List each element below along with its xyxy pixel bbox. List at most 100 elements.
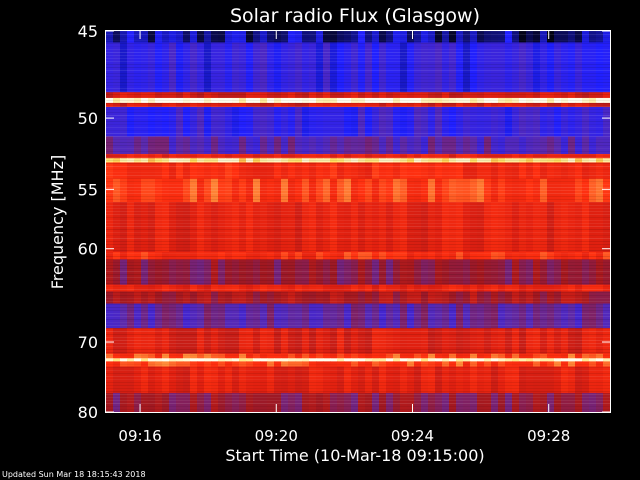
- heatmap-cell: [197, 284, 205, 292]
- heatmap-cell: [127, 102, 135, 108]
- heatmap-cell: [148, 102, 156, 108]
- heatmap-cell: [183, 92, 191, 99]
- heatmap-cell: [512, 284, 520, 292]
- heatmap-cell: [568, 291, 576, 304]
- heatmap-cell: [211, 303, 219, 329]
- heatmap-cell: [491, 158, 499, 163]
- heatmap-cell: [204, 361, 212, 367]
- texture-line: [106, 142, 610, 143]
- texture-line: [106, 46, 610, 47]
- heatmap-cell: [428, 162, 436, 180]
- heatmap-cell: [120, 97, 128, 104]
- heatmap-cell: [603, 102, 611, 108]
- heatmap-cell: [421, 162, 429, 180]
- heatmap-cell: [519, 303, 527, 329]
- heatmap-cell: [526, 259, 534, 286]
- heatmap-cell: [260, 361, 268, 367]
- heatmap-cell: [554, 92, 562, 99]
- heatmap-cell: [232, 361, 240, 367]
- heatmap-cell: [561, 162, 569, 180]
- heatmap-cell: [197, 366, 205, 394]
- heatmap-cell: [211, 136, 219, 155]
- heatmap-cell: [197, 361, 205, 367]
- heatmap-cell: [141, 392, 149, 413]
- heatmap-cell: [316, 328, 324, 355]
- heatmap-cell: [204, 178, 212, 203]
- heatmap-cell: [568, 106, 576, 137]
- heatmap-cell: [141, 291, 149, 304]
- heatmap-cell: [435, 102, 443, 108]
- heatmap-cell: [505, 251, 513, 260]
- heatmap-cell: [169, 162, 177, 180]
- heatmap-cell: [330, 92, 338, 99]
- heatmap-cell: [505, 358, 513, 362]
- texture-line: [106, 166, 610, 167]
- heatmap-cell: [414, 153, 422, 159]
- heatmap-cell: [162, 284, 170, 292]
- texture-line: [106, 361, 610, 362]
- heatmap-cell: [456, 158, 464, 163]
- heatmap-cell: [134, 102, 142, 108]
- heatmap-cell: [547, 202, 555, 253]
- heatmap-cell: [330, 284, 338, 292]
- heatmap-cell: [491, 361, 499, 367]
- heatmap-cell: [519, 92, 527, 99]
- texture-line: [106, 265, 610, 266]
- heatmap-cell: [113, 303, 121, 329]
- heatmap-cell: [155, 202, 163, 253]
- texture-line: [106, 367, 610, 368]
- heatmap-cell: [442, 162, 450, 180]
- heatmap-cell: [260, 303, 268, 329]
- heatmap-cell: [533, 92, 541, 99]
- heatmap-cell: [435, 392, 443, 413]
- heatmap-cell: [302, 328, 310, 355]
- heatmap-cell: [603, 92, 611, 99]
- heatmap-cell: [288, 178, 296, 203]
- heatmap-cell: [519, 136, 527, 155]
- heatmap-cell: [162, 102, 170, 108]
- heatmap-cell: [134, 178, 142, 203]
- heatmap-cell: [512, 251, 520, 260]
- texture-line: [106, 271, 610, 272]
- heatmap-cell: [267, 353, 275, 359]
- heatmap-cell: [358, 251, 366, 260]
- heatmap-cell: [568, 158, 576, 163]
- heatmap-cell: [435, 202, 443, 253]
- heatmap-cell: [358, 202, 366, 253]
- heatmap-cell: [372, 392, 380, 413]
- heatmap-cell: [225, 251, 233, 260]
- heatmap-cell: [281, 366, 289, 394]
- heatmap-cell: [589, 162, 597, 180]
- heatmap-cell: [372, 353, 380, 359]
- texture-line: [106, 184, 610, 185]
- heatmap-cell: [561, 361, 569, 367]
- heatmap-cell: [323, 31, 331, 43]
- heatmap-cell: [379, 251, 387, 260]
- heatmap-cell: [295, 353, 303, 359]
- heatmap-cell: [386, 42, 394, 93]
- heatmap-cell: [505, 92, 513, 99]
- heatmap-cell: [218, 259, 226, 286]
- heatmap-cell: [141, 353, 149, 359]
- heatmap-cell: [449, 31, 457, 43]
- heatmap-cell: [568, 303, 576, 329]
- heatmap-cell: [169, 136, 177, 155]
- texture-line: [106, 211, 610, 212]
- heatmap-cell: [288, 162, 296, 180]
- heatmap-cell: [358, 102, 366, 108]
- heatmap-cell: [232, 259, 240, 286]
- heatmap-cell: [106, 284, 114, 292]
- heatmap-cell: [442, 361, 450, 367]
- texture-line: [106, 52, 610, 53]
- heatmap-cell: [134, 392, 142, 413]
- texture-line: [106, 49, 610, 50]
- heatmap-cell: [358, 42, 366, 93]
- heatmap-cell: [477, 251, 485, 260]
- heatmap-cell: [239, 366, 247, 394]
- heatmap-cell: [442, 106, 450, 137]
- heatmap-cell: [512, 178, 520, 203]
- heatmap-cell: [106, 158, 114, 163]
- heatmap-cell: [246, 259, 254, 286]
- heatmap-cell: [302, 303, 310, 329]
- heatmap-cell: [127, 358, 135, 362]
